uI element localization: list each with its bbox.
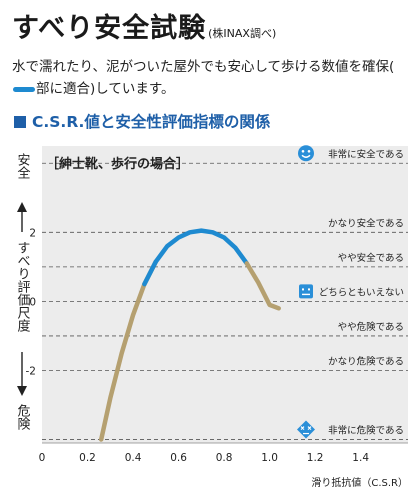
level-label: どちらともいえない — [319, 287, 404, 298]
y-label-bottom: 危険 — [15, 404, 31, 430]
x-tick-label: 0 — [39, 452, 46, 464]
level-label: かなり安全である — [328, 217, 404, 229]
x-tick-label: 1.0 — [261, 452, 278, 464]
curve-segment-compliant — [142, 228, 250, 287]
level-label: かなり危険である — [328, 355, 404, 367]
level-label: やや危険である — [338, 321, 404, 333]
x-tick-label: 0.6 — [170, 452, 187, 464]
x-tick-label: 0.2 — [79, 452, 96, 464]
description: 水で濡れたり、泥がついた屋外でも安心して歩ける数値を確保( 部に適合)しています。 — [12, 56, 412, 100]
neutral-eye — [308, 288, 310, 291]
y-tick-label: 2 — [29, 227, 36, 239]
level-label-bg — [310, 318, 404, 333]
curve-segment-high — [244, 261, 281, 311]
x-tick-label: 0.4 — [125, 452, 142, 464]
danger-face-icon — [297, 420, 315, 439]
smile-face-circle — [298, 145, 314, 162]
section-title: C.S.R.値と安全性評価指標の関係 — [14, 110, 270, 132]
y-tick-label: 0 — [29, 296, 36, 308]
danger-eyes — [300, 426, 312, 430]
smile-eye — [307, 149, 311, 153]
description-text-before: 水で濡れたり、泥がついた屋外でも安心して歩ける数値を確保( — [12, 59, 395, 75]
y-arrow-up-head-icon — [17, 202, 27, 212]
legend-blue-line-icon — [13, 86, 35, 92]
page-title: すべり安全試験 (株INAX調べ) — [12, 13, 277, 44]
level-label: やや安全である — [338, 252, 404, 264]
title-note: (株INAX調べ) — [208, 27, 277, 40]
y-tick-label: -2 — [26, 365, 36, 377]
square-bullet-icon — [14, 116, 26, 128]
level-label-bg — [312, 284, 404, 299]
level-label-bg — [312, 146, 404, 161]
y-label-top: 安全 — [15, 153, 31, 179]
x-tick-label: 1.2 — [307, 452, 324, 464]
level-label-bg — [310, 215, 404, 230]
level-label: 非常に安全である — [328, 148, 404, 160]
smile-mouth — [301, 154, 311, 158]
neutral-eye — [302, 288, 304, 291]
y-label-middle: すべり評価尺度 — [15, 241, 31, 332]
x-tick-label: 1.4 — [352, 452, 369, 464]
x-axis-label: 滑り抵抗値（C.S.R） — [311, 476, 408, 489]
description-text-after: 部に適合)しています。 — [36, 81, 175, 97]
danger-diamond — [297, 420, 315, 439]
neutral-face-icon — [299, 284, 313, 299]
smile-eye — [301, 149, 305, 153]
y-arrow-down-head-icon — [17, 386, 27, 396]
level-label: 非常に危険である — [328, 425, 404, 437]
chart-title: ［紳士靴、歩行の場合］ — [46, 156, 189, 172]
level-label-bg — [312, 422, 404, 437]
smile-icon — [298, 145, 314, 162]
level-label-bg — [310, 353, 404, 368]
level-label-bg — [310, 249, 404, 264]
x-tick-label: 0.8 — [216, 452, 233, 464]
neutral-face-square — [299, 284, 313, 299]
